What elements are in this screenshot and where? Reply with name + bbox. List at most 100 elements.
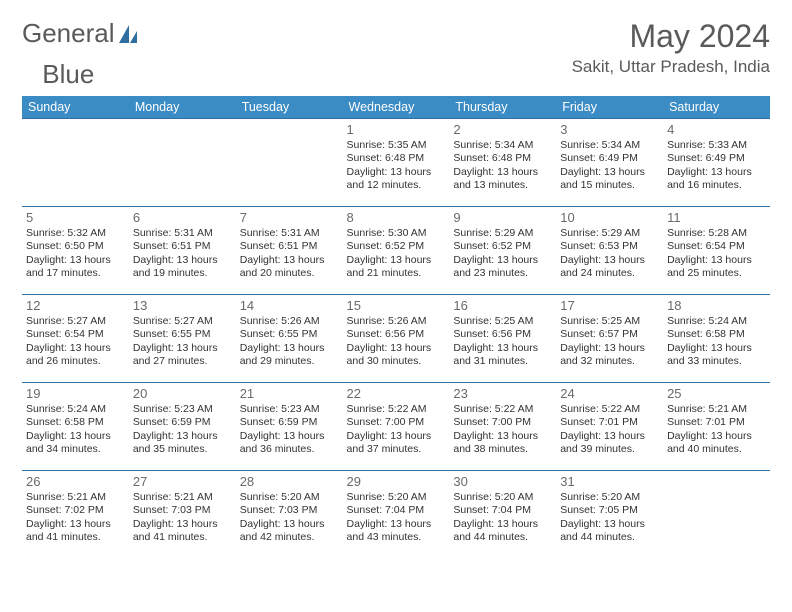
day-number: 6 <box>133 210 232 225</box>
day-details: Sunrise: 5:20 AMSunset: 7:05 PMDaylight:… <box>560 491 659 545</box>
weekday-header: Tuesday <box>236 96 343 119</box>
calendar-cell: 29 Sunrise: 5:20 AMSunset: 7:04 PMDayligh… <box>343 471 450 559</box>
day-details: Sunrise: 5:28 AMSunset: 6:54 PMDaylight:… <box>667 227 766 281</box>
day-details: Sunrise: 5:29 AMSunset: 6:53 PMDaylight:… <box>560 227 659 281</box>
day-details: Sunrise: 5:30 AMSunset: 6:52 PMDaylight:… <box>347 227 446 281</box>
calendar-cell: 12 Sunrise: 5:27 AMSunset: 6:54 PMDayligh… <box>22 295 129 383</box>
day-number: 17 <box>560 298 659 313</box>
day-details: Sunrise: 5:34 AMSunset: 6:49 PMDaylight:… <box>560 139 659 193</box>
day-number: 7 <box>240 210 339 225</box>
day-details: Sunrise: 5:20 AMSunset: 7:04 PMDaylight:… <box>347 491 446 545</box>
day-number: 28 <box>240 474 339 489</box>
calendar-cell: 8 Sunrise: 5:30 AMSunset: 6:52 PMDaylight… <box>343 207 450 295</box>
calendar-row: 12 Sunrise: 5:27 AMSunset: 6:54 PMDayligh… <box>22 295 770 383</box>
day-number: 19 <box>26 386 125 401</box>
title-block: May 2024 Sakit, Uttar Pradesh, India <box>572 18 770 77</box>
calendar-cell: 15Sunrise: 5:26 AMSunset: 6:56 PMDayligh… <box>343 295 450 383</box>
day-number: 24 <box>560 386 659 401</box>
day-number: 12 <box>26 298 125 313</box>
logo: General <box>22 18 139 49</box>
day-details: Sunrise: 5:22 AMSunset: 7:00 PMDaylight:… <box>347 403 446 457</box>
weekday-header: Sunday <box>22 96 129 119</box>
day-details: Sunrise: 5:20 AMSunset: 7:03 PMDaylight:… <box>240 491 339 545</box>
day-details: Sunrise: 5:22 AMSunset: 7:00 PMDaylight:… <box>453 403 552 457</box>
day-details: Sunrise: 5:31 AMSunset: 6:51 PMDaylight:… <box>133 227 232 281</box>
day-number: 8 <box>347 210 446 225</box>
calendar-cell: 6 Sunrise: 5:31 AMSunset: 6:51 PMDaylight… <box>129 207 236 295</box>
day-details: Sunrise: 5:29 AMSunset: 6:52 PMDaylight:… <box>453 227 552 281</box>
calendar-cell: 1 Sunrise: 5:35 AMSunset: 6:48 PMDaylight… <box>343 119 450 207</box>
day-number: 20 <box>133 386 232 401</box>
day-number: 2 <box>453 122 552 137</box>
day-details: Sunrise: 5:24 AMSunset: 6:58 PMDaylight:… <box>667 315 766 369</box>
calendar-cell: 25 Sunrise: 5:21 AMSunset: 7:01 PMDayligh… <box>663 383 770 471</box>
weekday-header-row: SundayMondayTuesdayWednesdayThursdayFrid… <box>22 96 770 119</box>
day-details: Sunrise: 5:27 AMSunset: 6:54 PMDaylight:… <box>26 315 125 369</box>
calendar-cell: 20 Sunrise: 5:23 AMSunset: 6:59 PMDayligh… <box>129 383 236 471</box>
day-details: Sunrise: 5:25 AMSunset: 6:56 PMDaylight:… <box>453 315 552 369</box>
day-details: Sunrise: 5:23 AMSunset: 6:59 PMDaylight:… <box>133 403 232 457</box>
day-details: Sunrise: 5:33 AMSunset: 6:49 PMDaylight:… <box>667 139 766 193</box>
calendar-cell: 3 Sunrise: 5:34 AMSunset: 6:49 PMDaylight… <box>556 119 663 207</box>
calendar-cell: 16Sunrise: 5:25 AMSunset: 6:56 PMDayligh… <box>449 295 556 383</box>
calendar-cell: 7Sunrise: 5:31 AMSunset: 6:51 PMDaylight… <box>236 207 343 295</box>
calendar-cell: 10 Sunrise: 5:29 AMSunset: 6:53 PMDayligh… <box>556 207 663 295</box>
calendar-body: 1 Sunrise: 5:35 AMSunset: 6:48 PMDaylight… <box>22 119 770 559</box>
calendar-cell: 11Sunrise: 5:28 AMSunset: 6:54 PMDayligh… <box>663 207 770 295</box>
day-details: Sunrise: 5:34 AMSunset: 6:48 PMDaylight:… <box>453 139 552 193</box>
day-details: Sunrise: 5:21 AMSunset: 7:01 PMDaylight:… <box>667 403 766 457</box>
day-details: Sunrise: 5:20 AMSunset: 7:04 PMDaylight:… <box>453 491 552 545</box>
day-number: 30 <box>453 474 552 489</box>
location: Sakit, Uttar Pradesh, India <box>572 57 770 77</box>
day-number: 18 <box>667 298 766 313</box>
weekday-header: Monday <box>129 96 236 119</box>
calendar-cell <box>236 119 343 207</box>
day-details: Sunrise: 5:26 AMSunset: 6:55 PMDaylight:… <box>240 315 339 369</box>
calendar-cell: 18 Sunrise: 5:24 AMSunset: 6:58 PMDayligh… <box>663 295 770 383</box>
day-details: Sunrise: 5:21 AMSunset: 7:03 PMDaylight:… <box>133 491 232 545</box>
day-number: 9 <box>453 210 552 225</box>
day-number: 22 <box>347 386 446 401</box>
weekday-header: Friday <box>556 96 663 119</box>
calendar-row: 1 Sunrise: 5:35 AMSunset: 6:48 PMDaylight… <box>22 119 770 207</box>
day-number: 27 <box>133 474 232 489</box>
calendar-cell: 2 Sunrise: 5:34 AMSunset: 6:48 PMDaylight… <box>449 119 556 207</box>
calendar-cell <box>22 119 129 207</box>
day-number: 14 <box>240 298 339 313</box>
day-details: Sunrise: 5:35 AMSunset: 6:48 PMDaylight:… <box>347 139 446 193</box>
day-number: 26 <box>26 474 125 489</box>
day-number: 25 <box>667 386 766 401</box>
weekday-header: Thursday <box>449 96 556 119</box>
logo-text-2: Blue <box>42 59 94 90</box>
weekday-header: Wednesday <box>343 96 450 119</box>
logo-sail-icon <box>117 23 139 45</box>
day-number: 31 <box>560 474 659 489</box>
day-number: 23 <box>453 386 552 401</box>
day-number: 4 <box>667 122 766 137</box>
day-details: Sunrise: 5:21 AMSunset: 7:02 PMDaylight:… <box>26 491 125 545</box>
calendar-row: 26 Sunrise: 5:21 AMSunset: 7:02 PMDayligh… <box>22 471 770 559</box>
day-number: 5 <box>26 210 125 225</box>
day-details: Sunrise: 5:26 AMSunset: 6:56 PMDaylight:… <box>347 315 446 369</box>
calendar-cell: 22 Sunrise: 5:22 AMSunset: 7:00 PMDayligh… <box>343 383 450 471</box>
day-details: Sunrise: 5:25 AMSunset: 6:57 PMDaylight:… <box>560 315 659 369</box>
day-number: 1 <box>347 122 446 137</box>
calendar-cell: 21Sunrise: 5:23 AMSunset: 6:59 PMDayligh… <box>236 383 343 471</box>
day-details: Sunrise: 5:24 AMSunset: 6:58 PMDaylight:… <box>26 403 125 457</box>
weekday-header: Saturday <box>663 96 770 119</box>
day-number: 13 <box>133 298 232 313</box>
day-number: 3 <box>560 122 659 137</box>
calendar-cell: 31 Sunrise: 5:20 AMSunset: 7:05 PMDayligh… <box>556 471 663 559</box>
calendar-cell: 28 Sunrise: 5:20 AMSunset: 7:03 PMDayligh… <box>236 471 343 559</box>
day-number: 29 <box>347 474 446 489</box>
day-number: 10 <box>560 210 659 225</box>
month-title: May 2024 <box>572 18 770 55</box>
calendar-cell: 14 Sunrise: 5:26 AMSunset: 6:55 PMDayligh… <box>236 295 343 383</box>
calendar-cell <box>663 471 770 559</box>
calendar-cell <box>129 119 236 207</box>
calendar-row: 19 Sunrise: 5:24 AMSunset: 6:58 PMDayligh… <box>22 383 770 471</box>
calendar-cell: 4 Sunrise: 5:33 AMSunset: 6:49 PMDaylight… <box>663 119 770 207</box>
calendar-row: 5Sunrise: 5:32 AMSunset: 6:50 PMDaylight… <box>22 207 770 295</box>
day-details: Sunrise: 5:27 AMSunset: 6:55 PMDaylight:… <box>133 315 232 369</box>
calendar-cell: 17 Sunrise: 5:25 AMSunset: 6:57 PMDayligh… <box>556 295 663 383</box>
